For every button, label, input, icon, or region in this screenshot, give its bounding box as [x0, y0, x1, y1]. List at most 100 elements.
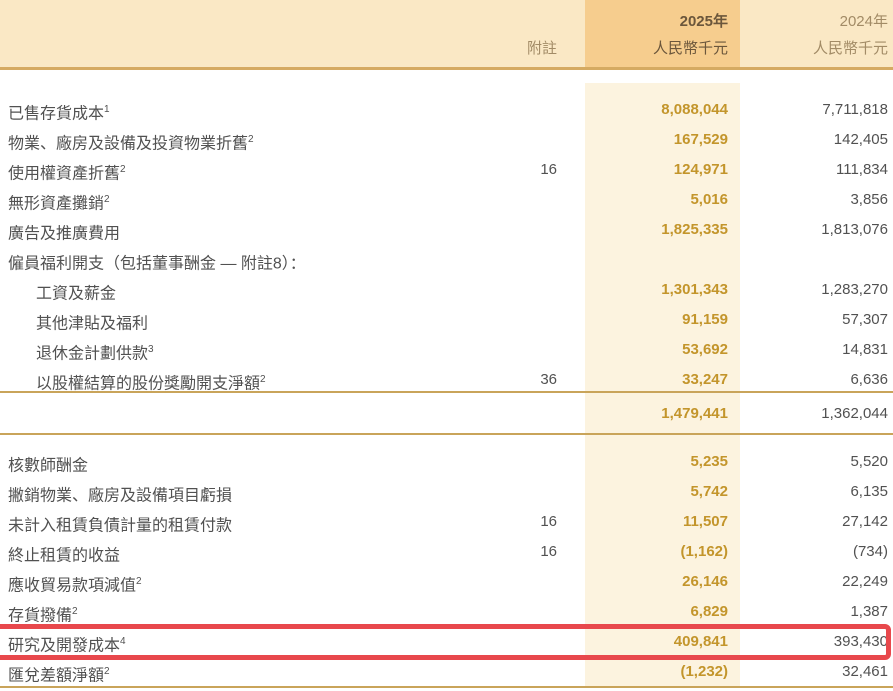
table-row: 核數師酬金 5,235 5,520 — [0, 447, 893, 477]
value-2024: 3,856 — [850, 191, 888, 208]
value-2025: 1,825,335 — [661, 221, 728, 238]
note-value — [440, 305, 560, 335]
table-row: 廣告及推廣費用 1,825,335 1,813,076 — [0, 215, 893, 245]
subtotal-top-rule — [0, 391, 893, 393]
value-2025: 53,692 — [682, 341, 728, 358]
note-value: 36 — [540, 371, 557, 388]
footnote-superscript: 4 — [120, 636, 126, 647]
value-2024: 1,387 — [850, 603, 888, 620]
row-label: 廣告及推廣費用 — [8, 225, 121, 243]
footnote-superscript: 2 — [248, 134, 254, 145]
table-bottom-rule — [0, 686, 893, 688]
footnote-superscript: 1 — [104, 104, 110, 115]
value-2025: 91,159 — [682, 311, 728, 328]
value-2025: (1,162) — [680, 543, 728, 560]
table-row: 已售存貨成本1 8,088,044 7,711,818 — [0, 95, 893, 125]
subtotal-row: 1,479,441 1,362,044 — [0, 398, 893, 430]
value-2025: 5,742 — [690, 483, 728, 500]
row-label: 核數師酬金 — [8, 457, 89, 475]
note-value — [440, 245, 560, 275]
table-row: 應收貿易款項減值2 26,146 22,249 — [0, 567, 893, 597]
footnote-superscript: 2 — [72, 606, 78, 617]
table-row: 僱員福利開支（包括董事酬金 — 附註8）： — [0, 245, 893, 275]
row-label: 退休金計劃供款3 — [36, 344, 154, 363]
table-row: 退休金計劃供款3 53,692 14,831 — [0, 335, 893, 365]
note-value — [440, 125, 560, 155]
value-2025: 11,507 — [682, 513, 728, 530]
value-2024: 1,283,270 — [821, 281, 888, 298]
value-2025: (1,232) — [680, 663, 728, 680]
value-2025: 5,016 — [690, 191, 728, 208]
table-row: 終止租賃的收益 16 (1,162) (734) — [0, 537, 893, 567]
row-label: 匯兌差額淨額2 — [8, 666, 110, 685]
row-label: 未計入租賃負債計量的租賃付款 — [8, 517, 233, 535]
column-2025-stripe — [585, 83, 740, 686]
table-row: 物業、廠房及設備及投資物業折舊2 167,529 142,405 — [0, 125, 893, 155]
row-label: 物業、廠房及設備及投資物業折舊2 — [8, 134, 254, 153]
value-2025: 167,529 — [673, 131, 728, 148]
value-2025 — [560, 245, 740, 275]
header-2025-highlight — [585, 0, 740, 67]
row-label: 使用權資產折舊2 — [8, 164, 126, 183]
header-unit-2024: 人民幣千元 — [812, 40, 888, 57]
value-2024: 5,520 — [850, 453, 888, 470]
footnote-superscript: 3 — [148, 344, 154, 355]
row-label: 終止租賃的收益 — [8, 547, 121, 565]
rows-bottom: 核數師酬金 5,235 5,520 撇銷物業、廠房及設備項目虧損 5,742 6… — [0, 447, 893, 687]
value-2025: 8,088,044 — [661, 101, 728, 118]
value-2024: 142,405 — [833, 131, 888, 148]
row-label: 僱員福利開支（包括董事酬金 — 附註8）： — [8, 255, 306, 273]
value-2024: (734) — [852, 543, 888, 560]
table-row: 未計入租賃負債計量的租賃付款 16 11,507 27,142 — [0, 507, 893, 537]
table-row: 存貨撥備2 6,829 1,387 — [0, 597, 893, 627]
row-label: 以股權結算的股份獎勵開支淨額2 — [36, 374, 266, 393]
value-2025: 409,841 — [673, 633, 728, 650]
value-2025: 6,829 — [690, 603, 728, 620]
value-2024: 1,813,076 — [821, 221, 888, 238]
value-2024: 32,461 — [842, 663, 888, 680]
note-value — [440, 335, 560, 365]
header-note-label: 附註 — [526, 40, 557, 57]
table-row: 無形資產攤銷2 5,016 3,856 — [0, 185, 893, 215]
value-2025: 26,146 — [682, 573, 728, 590]
subtotal-value-2024: 1,362,044 — [821, 405, 888, 422]
note-value — [440, 215, 560, 245]
table-row: 研究及開發成本4 409,841 393,430 — [0, 627, 893, 657]
value-2025: 5,235 — [690, 453, 728, 470]
header-year-2025: 2025年 — [679, 13, 728, 30]
value-2025: 33,247 — [682, 371, 728, 388]
value-2024: 14,831 — [842, 341, 888, 358]
value-2024 — [740, 245, 893, 275]
note-value — [440, 627, 560, 657]
table-header: 2025年 2024年 附註 人民幣千元 人民幣千元 — [0, 0, 893, 70]
value-2024: 111,834 — [836, 161, 888, 178]
value-2024: 22,249 — [842, 573, 888, 590]
note-value: 16 — [540, 513, 557, 530]
row-label: 無形資產攤銷2 — [8, 194, 110, 213]
value-2024: 6,135 — [850, 483, 888, 500]
note-value — [440, 95, 560, 125]
rows-top: 已售存貨成本1 8,088,044 7,711,818 物業、廠房及設備及投資物… — [0, 95, 893, 395]
table-row: 以股權結算的股份獎勵開支淨額2 36 33,247 6,636 — [0, 365, 893, 395]
value-2024: 7,711,818 — [822, 101, 888, 118]
note-value — [440, 567, 560, 597]
header-year-2024: 2024年 — [839, 13, 888, 30]
footnote-superscript: 2 — [260, 374, 266, 385]
table-row: 撇銷物業、廠房及設備項目虧損 5,742 6,135 — [0, 477, 893, 507]
value-2024: 57,307 — [842, 311, 888, 328]
row-label: 研究及開發成本4 — [8, 636, 126, 655]
footnote-superscript: 2 — [136, 576, 142, 587]
table-row: 使用權資產折舊2 16 124,971 111,834 — [0, 155, 893, 185]
note-value: 16 — [540, 543, 557, 560]
note-value — [440, 477, 560, 507]
footnote-superscript: 2 — [104, 666, 110, 677]
row-label: 其他津貼及福利 — [36, 315, 149, 333]
footnote-superscript: 2 — [104, 194, 110, 205]
row-label: 已售存貨成本1 — [8, 104, 110, 123]
note-value — [440, 597, 560, 627]
table-row: 匯兌差額淨額2 (1,232) 32,461 — [0, 657, 893, 687]
value-2024: 27,142 — [842, 513, 888, 530]
value-2024: 393,430 — [833, 633, 888, 650]
row-label: 工資及薪金 — [36, 285, 117, 303]
